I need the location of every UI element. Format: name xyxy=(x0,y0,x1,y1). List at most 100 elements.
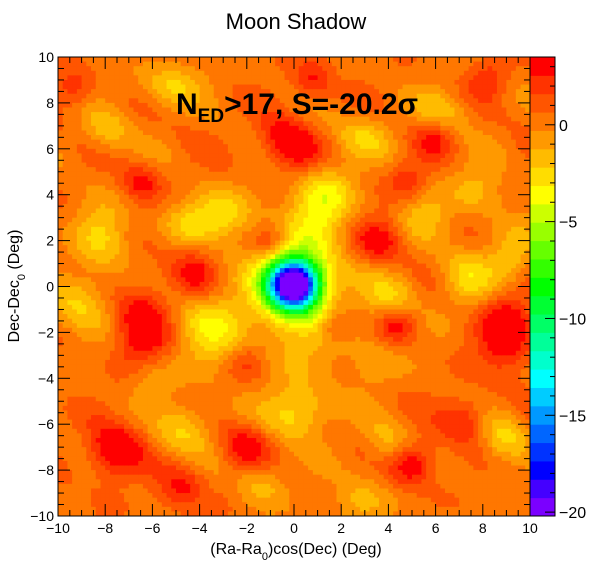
heatmap-cell xyxy=(190,483,196,490)
heatmap-cell xyxy=(86,79,92,86)
heatmap-cell xyxy=(246,167,253,173)
heatmap-cell xyxy=(161,497,168,503)
heatmap-cell xyxy=(119,511,125,516)
heatmap-cell xyxy=(76,89,83,95)
heatmap-cell xyxy=(251,194,257,200)
heatmap-cell xyxy=(114,277,120,283)
heatmap-cell xyxy=(109,263,116,269)
heatmap-cell xyxy=(133,401,139,407)
heatmap-cell xyxy=(289,470,295,476)
heatmap-cell xyxy=(171,148,177,154)
heatmap-cell xyxy=(147,240,153,246)
heatmap-cell xyxy=(190,75,196,81)
heatmap-cell xyxy=(242,437,248,444)
heatmap-cell xyxy=(223,66,229,72)
heatmap-cell xyxy=(232,121,238,127)
heatmap-cell xyxy=(95,341,102,347)
heatmap-cell xyxy=(251,139,257,145)
heatmap-cell xyxy=(194,506,201,513)
heatmap-cell xyxy=(256,382,262,389)
heatmap-cell xyxy=(242,236,248,242)
heatmap-cell xyxy=(86,346,92,352)
heatmap-cell xyxy=(256,268,262,274)
heatmap-cell xyxy=(275,309,281,315)
heatmap-cell xyxy=(180,135,187,141)
heatmap-cell xyxy=(81,180,87,187)
heatmap-cell xyxy=(176,291,182,297)
heatmap-cell xyxy=(109,153,116,159)
heatmap-cell xyxy=(223,130,229,136)
heatmap-cell xyxy=(194,213,201,219)
heatmap-cell xyxy=(138,373,144,379)
heatmap-cell xyxy=(279,240,286,246)
heatmap-cell xyxy=(72,497,78,503)
heatmap-cell xyxy=(86,327,92,333)
heatmap-cell xyxy=(119,359,125,366)
heatmap-cell xyxy=(138,231,144,237)
heatmap-cell xyxy=(251,323,257,329)
heatmap-cell xyxy=(270,433,276,439)
heatmap-cell xyxy=(157,355,163,361)
heatmap-cell xyxy=(209,442,215,448)
heatmap-cell xyxy=(265,153,271,159)
heatmap-cell xyxy=(270,167,276,173)
heatmap-cell xyxy=(237,355,243,361)
heatmap-cell xyxy=(209,107,215,113)
heatmap-cell xyxy=(213,327,220,333)
heatmap-cell xyxy=(237,217,243,223)
heatmap-cell xyxy=(62,153,69,159)
heatmap-cell xyxy=(157,203,163,210)
heatmap-cell xyxy=(256,125,262,132)
heatmap-cell xyxy=(213,180,220,187)
heatmap-cell xyxy=(72,336,78,343)
heatmap-cell xyxy=(157,185,163,191)
heatmap-cell xyxy=(251,98,257,104)
heatmap-cell xyxy=(237,314,243,320)
heatmap-cell xyxy=(114,157,120,164)
heatmap-cell xyxy=(180,249,187,255)
heatmap-cell xyxy=(242,474,248,480)
heatmap-cell xyxy=(72,451,78,457)
heatmap-cell xyxy=(128,493,135,499)
heatmap-cell xyxy=(190,245,196,251)
heatmap-cell xyxy=(194,84,201,90)
heatmap-cell xyxy=(72,424,78,430)
heatmap-cell xyxy=(119,460,125,467)
heatmap-cell xyxy=(105,277,111,283)
heatmap-cell xyxy=(166,258,172,265)
heatmap-cell xyxy=(114,373,120,379)
heatmap-cell xyxy=(62,79,69,86)
heatmap-cell xyxy=(147,190,153,196)
heatmap-cell xyxy=(128,226,135,233)
heatmap-cell xyxy=(128,437,135,444)
heatmap-cell xyxy=(265,268,271,274)
heatmap-cell xyxy=(128,125,135,132)
heatmap-cell xyxy=(62,497,69,503)
heatmap-cell xyxy=(62,185,69,191)
heatmap-cell xyxy=(232,167,238,173)
heatmap-cell xyxy=(176,130,182,136)
heatmap-cell xyxy=(218,373,224,379)
heatmap-cell xyxy=(279,488,286,494)
heatmap-cell xyxy=(124,433,130,439)
heatmap-cell xyxy=(176,171,182,177)
heatmap-cell xyxy=(157,382,163,389)
heatmap-cell xyxy=(256,359,262,366)
heatmap-cell xyxy=(100,57,106,63)
heatmap-cell xyxy=(260,309,267,315)
heatmap-cell xyxy=(138,139,144,145)
heatmap-cell xyxy=(81,102,87,109)
heatmap-cell xyxy=(251,410,257,416)
heatmap-cell xyxy=(199,419,205,425)
heatmap-cell xyxy=(242,364,248,370)
heatmap-cell xyxy=(251,203,257,210)
heatmap-cell xyxy=(275,479,281,485)
heatmap-cell xyxy=(86,176,92,182)
heatmap-cell xyxy=(67,318,73,324)
heatmap-cell xyxy=(242,281,248,288)
heatmap-cell xyxy=(72,369,78,375)
heatmap-cell xyxy=(209,396,215,402)
heatmap-cell xyxy=(213,314,220,320)
heatmap-cell xyxy=(185,79,191,86)
heatmap-cell xyxy=(91,249,97,255)
